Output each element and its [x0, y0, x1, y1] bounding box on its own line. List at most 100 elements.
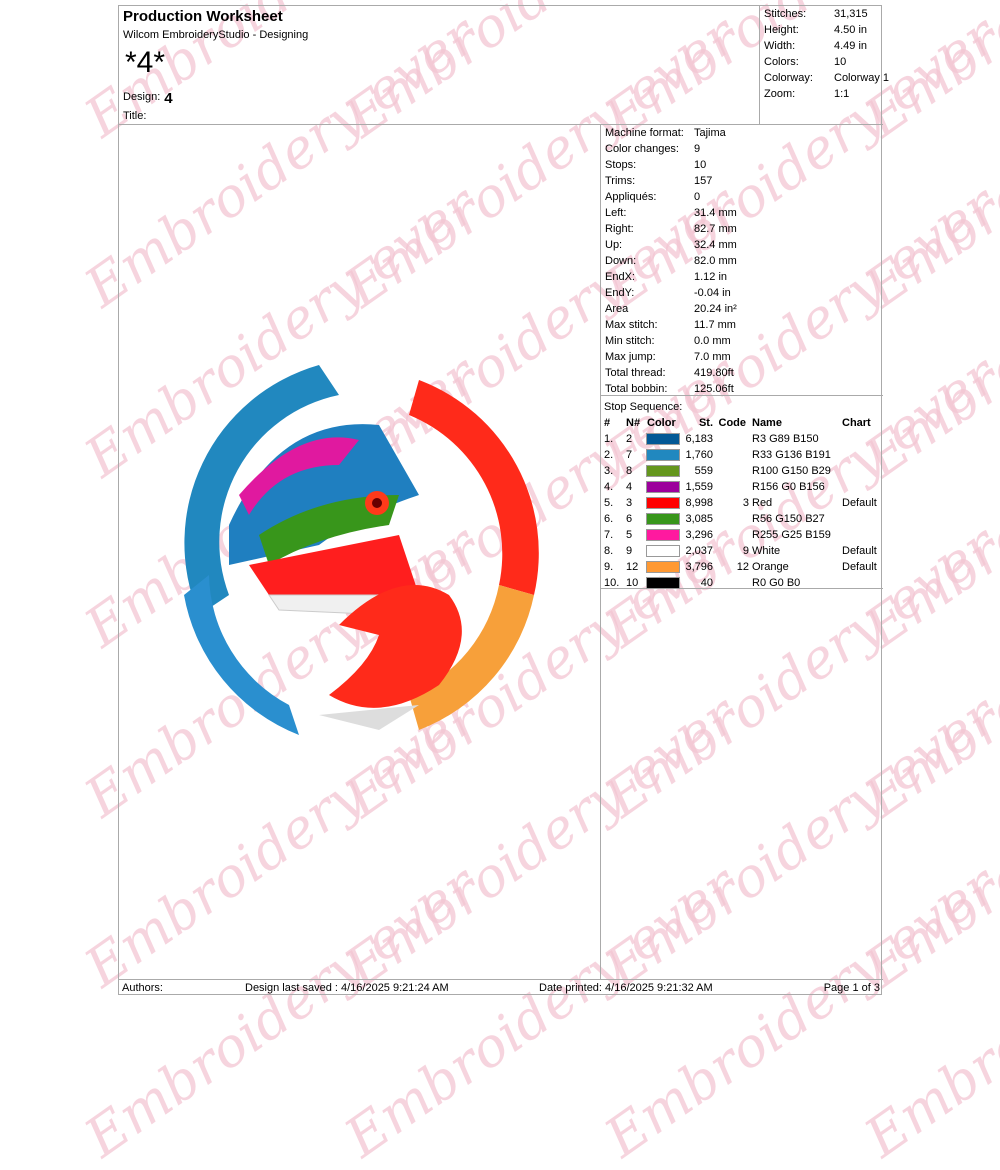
- field-row: Zoom: 1:1: [764, 86, 849, 102]
- summary-panel: Stitches: 31,315 Height: 4.50 in Width: 4.49 …: [759, 6, 889, 125]
- field-row: Total thread: 419.80ft: [605, 365, 734, 381]
- table-row: 5. 3 8,998 3 Red Default: [601, 495, 883, 511]
- production-worksheet: Production Worksheet Wilcom EmbroiderySt…: [118, 5, 889, 995]
- header: Production Worksheet Wilcom EmbroiderySt…: [119, 6, 759, 125]
- color-swatch: [646, 577, 680, 589]
- field-label: EndX:: [605, 271, 635, 283]
- field-value: 20.24 in²: [694, 303, 737, 315]
- head-green: [259, 495, 399, 565]
- field-label: Width:: [764, 40, 796, 52]
- field-row: Up: 32.4 mm: [605, 237, 737, 253]
- field-row: EndY: -0.04 in: [605, 285, 731, 301]
- field-label: Total thread:: [605, 367, 666, 379]
- field-row: Colors: 10: [764, 54, 846, 70]
- color-swatch: [646, 497, 680, 509]
- field-value: 82.0 mm: [694, 255, 737, 267]
- col-stitches: St.: [698, 417, 713, 429]
- table-row: 7. 5 3,296 R255 G25 B159: [601, 527, 883, 543]
- color-swatch: [646, 481, 680, 493]
- table-row: 6. 6 3,085 R56 G150 B27: [601, 511, 883, 527]
- field-value: 4.49 in: [834, 40, 868, 52]
- field-label: Left:: [605, 207, 627, 219]
- row-stitches: 559: [694, 465, 713, 477]
- row-chart: Default: [842, 561, 877, 573]
- date-printed: Date printed: 4/16/2025 9:21:32 AM: [539, 982, 713, 994]
- row-stitches: 1,559: [685, 481, 713, 493]
- table-row: 4. 4 1,559 R156 G0 B156: [601, 479, 883, 495]
- row-name: R33 G136 B191: [752, 449, 831, 461]
- worksheet-title: Production Worksheet: [123, 8, 283, 25]
- field-row: Max stitch: 11.7 mm: [605, 317, 736, 333]
- col-needle: N#: [626, 417, 641, 429]
- color-swatch: [646, 529, 680, 541]
- field-label: Height:: [764, 24, 799, 36]
- field-label: Total bobbin:: [605, 383, 668, 395]
- field-row: Area 20.24 in²: [605, 301, 737, 317]
- field-row: Stitches: 31,315: [764, 6, 868, 22]
- red-ring-segment: [409, 380, 539, 595]
- field-value: 31.4 mm: [694, 207, 737, 219]
- row-needle: 2: [626, 433, 633, 445]
- lower-teeth: [319, 705, 419, 730]
- field-value: -0.04 in: [694, 287, 731, 299]
- color-swatch: [646, 513, 680, 525]
- design-field: Design: 4: [123, 87, 173, 107]
- color-swatch: [646, 561, 680, 573]
- field-value: 7.0 mm: [694, 351, 731, 363]
- row-stitches: 1,760: [685, 449, 713, 461]
- pupil: [372, 498, 382, 508]
- field-value: 4.50 in: [834, 24, 868, 36]
- field-row: Colorway: Colorway 1: [764, 70, 889, 86]
- field-value: 0: [694, 191, 701, 203]
- field-label: Colorway:: [764, 72, 813, 84]
- field-row: Appliqués: 0: [605, 189, 700, 205]
- row-stitches: 3,085: [685, 513, 713, 525]
- row-chart: Default: [842, 545, 877, 557]
- stop-sequence-title: Stop Sequence:: [601, 399, 883, 415]
- field-label: Trims:: [605, 175, 636, 187]
- field-value: 31,315: [834, 8, 868, 20]
- field-label: Down:: [605, 255, 637, 267]
- row-needle: 8: [626, 465, 633, 477]
- color-swatch: [646, 433, 680, 445]
- col-code: Code: [718, 417, 747, 429]
- field-label: Max jump:: [605, 351, 656, 363]
- row-needle: 7: [626, 449, 633, 461]
- row-stitches: 3,296: [685, 529, 713, 541]
- field-row: Max jump: 7.0 mm: [605, 349, 731, 365]
- field-row: Total bobbin: 125.06ft: [605, 381, 734, 397]
- field-row: Down: 82.0 mm: [605, 253, 737, 269]
- field-value: 1.12 in: [694, 271, 728, 283]
- orange-ring-segment: [409, 585, 534, 730]
- field-value: 1:1: [834, 88, 850, 100]
- title-label: Title:: [123, 110, 147, 122]
- design-label: Design:: [123, 91, 161, 103]
- stop-sequence-label: Stop Sequence:: [604, 401, 683, 413]
- row-stitches: 2,037: [685, 545, 713, 557]
- row-stitches: 3,796: [685, 561, 713, 573]
- row-num: 3.: [604, 465, 614, 477]
- design-preview: [119, 125, 601, 979]
- table-row: 9. 12 3,796 12 Orange Default: [601, 559, 883, 575]
- row-num: 5.: [604, 497, 614, 509]
- row-stitches: 8,998: [685, 497, 713, 509]
- field-value: 10: [694, 159, 707, 171]
- field-row: Stops: 10: [605, 157, 706, 173]
- page-number: Page 1 of 3: [823, 982, 880, 994]
- field-row: Height: 4.50 in: [764, 22, 867, 38]
- row-needle: 9: [626, 545, 633, 557]
- row-name: R100 G150 B29: [752, 465, 831, 477]
- field-label: Stops:: [605, 159, 637, 171]
- machine-info-panel: Machine format: Tajima Color changes: 9 Stop…: [601, 125, 883, 396]
- row-code: 12: [736, 561, 749, 573]
- color-swatch: [646, 465, 680, 477]
- field-label: Right:: [605, 223, 634, 235]
- row-num: 4.: [604, 481, 614, 493]
- row-name: White: [752, 545, 781, 557]
- field-value: 9: [694, 143, 701, 155]
- row-code: 9: [742, 545, 749, 557]
- row-needle: 12: [626, 561, 639, 573]
- row-name: Red: [752, 497, 773, 509]
- table-row: 10. 10 40 R0 G0 B0: [601, 575, 883, 591]
- row-chart: Default: [842, 497, 877, 509]
